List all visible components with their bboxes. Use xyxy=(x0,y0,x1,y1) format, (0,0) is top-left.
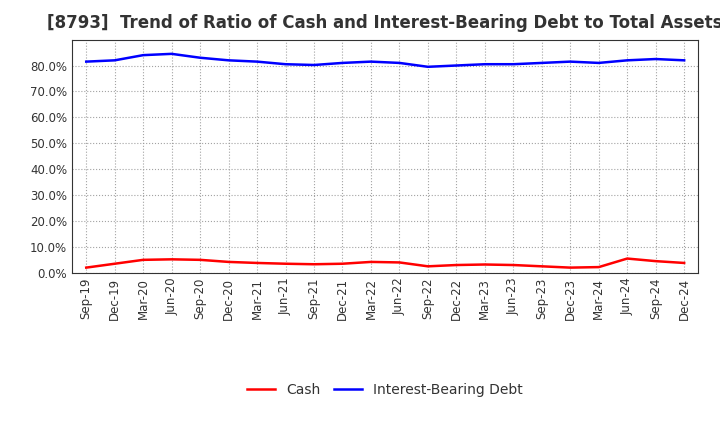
Cash xyxy=(395,260,404,265)
Interest-Bearing Debt xyxy=(167,51,176,56)
Cash xyxy=(338,261,347,266)
Cash xyxy=(537,264,546,269)
Cash xyxy=(480,262,489,267)
Cash xyxy=(366,259,375,264)
Interest-Bearing Debt xyxy=(680,58,688,63)
Cash xyxy=(595,264,603,270)
Interest-Bearing Debt xyxy=(225,58,233,63)
Interest-Bearing Debt xyxy=(110,58,119,63)
Interest-Bearing Debt xyxy=(566,59,575,64)
Interest-Bearing Debt xyxy=(366,59,375,64)
Interest-Bearing Debt xyxy=(196,55,204,60)
Interest-Bearing Debt xyxy=(338,60,347,66)
Line: Cash: Cash xyxy=(86,259,684,268)
Cash xyxy=(652,258,660,264)
Line: Interest-Bearing Debt: Interest-Bearing Debt xyxy=(86,54,684,67)
Cash xyxy=(139,257,148,263)
Cash xyxy=(110,261,119,266)
Cash xyxy=(680,260,688,266)
Interest-Bearing Debt xyxy=(623,58,631,63)
Interest-Bearing Debt xyxy=(82,59,91,64)
Interest-Bearing Debt xyxy=(537,60,546,66)
Cash xyxy=(225,259,233,264)
Cash xyxy=(623,256,631,261)
Title: [8793]  Trend of Ratio of Cash and Interest-Bearing Debt to Total Assets: [8793] Trend of Ratio of Cash and Intere… xyxy=(48,15,720,33)
Cash xyxy=(566,265,575,270)
Interest-Bearing Debt xyxy=(480,62,489,67)
Interest-Bearing Debt xyxy=(509,62,518,67)
Interest-Bearing Debt xyxy=(139,52,148,58)
Cash xyxy=(423,264,432,269)
Cash xyxy=(253,260,261,266)
Cash xyxy=(167,257,176,262)
Cash xyxy=(509,262,518,268)
Interest-Bearing Debt xyxy=(652,56,660,62)
Interest-Bearing Debt xyxy=(310,62,318,68)
Interest-Bearing Debt xyxy=(253,59,261,64)
Interest-Bearing Debt xyxy=(282,62,290,67)
Cash xyxy=(452,262,461,268)
Cash xyxy=(82,265,91,270)
Interest-Bearing Debt xyxy=(452,63,461,68)
Cash xyxy=(310,262,318,267)
Cash xyxy=(282,261,290,266)
Interest-Bearing Debt xyxy=(423,64,432,70)
Cash xyxy=(196,257,204,263)
Legend: Cash, Interest-Bearing Debt: Cash, Interest-Bearing Debt xyxy=(242,378,528,403)
Interest-Bearing Debt xyxy=(595,60,603,66)
Interest-Bearing Debt xyxy=(395,60,404,66)
